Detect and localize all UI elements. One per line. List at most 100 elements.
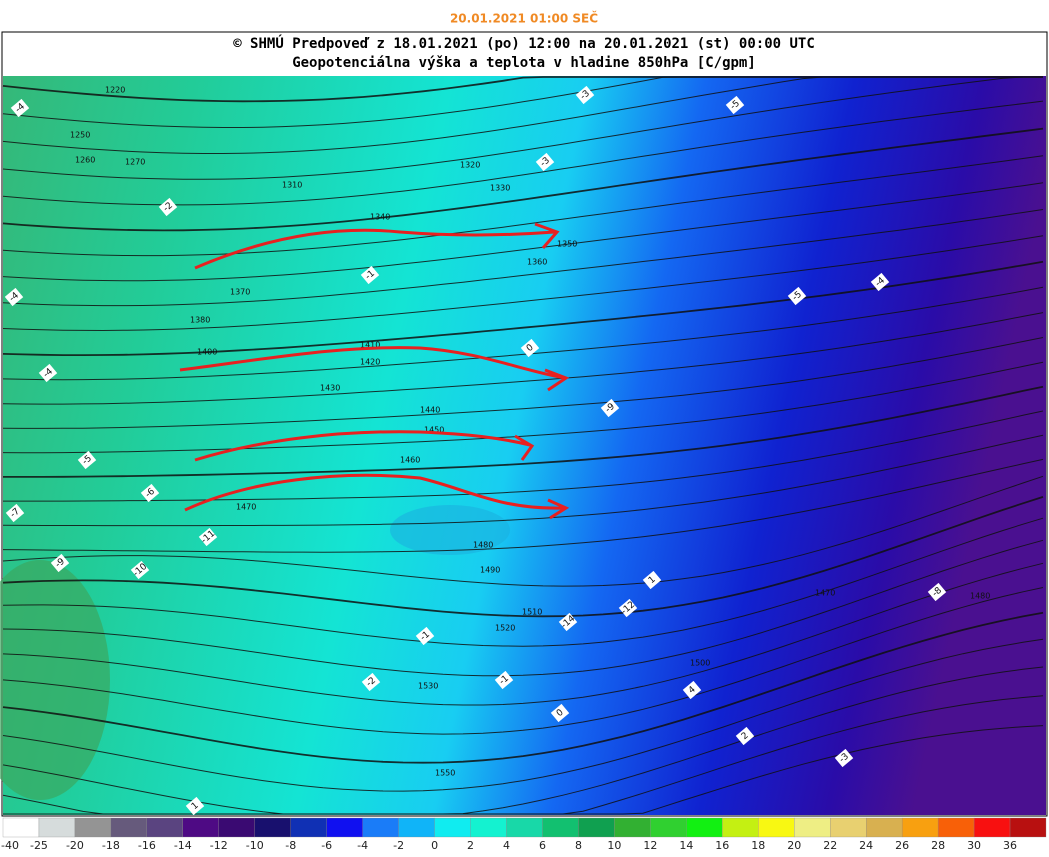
contour-line <box>2 638 1044 792</box>
legend-swatch <box>434 817 471 838</box>
contour-label: 1380 <box>190 316 210 325</box>
legend-swatch <box>38 817 76 838</box>
temperature-label-box <box>520 338 540 358</box>
contour-line <box>2 312 1044 405</box>
temperature-label-box <box>682 680 702 700</box>
temperature-label-box <box>494 670 514 690</box>
legend-label: 14 <box>679 839 693 852</box>
contour-label: 1400 <box>197 348 217 357</box>
timestamp: 20.01.2021 01:00 SEČ <box>450 11 598 26</box>
legend-label: 0 <box>431 839 438 852</box>
legend-swatch <box>470 817 507 838</box>
contour-line <box>2 517 1044 647</box>
legend-label: -18 <box>102 839 120 852</box>
legend-swatch <box>830 817 867 838</box>
contour-label: 1270 <box>125 158 145 167</box>
temperature-label-box <box>550 703 570 723</box>
legend-label: 6 <box>539 839 546 852</box>
contour-line <box>2 434 1044 527</box>
temperature-label-box <box>4 287 24 307</box>
temperature-label-box <box>50 553 70 573</box>
legend-swatch <box>326 817 363 838</box>
legend-label: 2 <box>467 839 474 852</box>
legend-label: 12 <box>643 839 657 852</box>
legend-swatch <box>290 817 327 838</box>
legend-swatch <box>542 817 579 838</box>
contour-line <box>2 127 1044 232</box>
legend-swatch <box>650 817 687 838</box>
temperature-label-box <box>927 582 947 602</box>
legend-label: -6 <box>321 839 332 852</box>
legend-label: -16 <box>138 839 156 852</box>
legend-label: 18 <box>751 839 765 852</box>
contour-label: 1260 <box>75 156 95 165</box>
contour-line <box>2 100 1044 206</box>
legend-label: -10 <box>246 839 264 852</box>
temperature-label-box <box>5 503 25 523</box>
contour-label: 1340 <box>370 213 390 222</box>
contour-line <box>2 587 1044 735</box>
temperature-label-box <box>575 85 595 105</box>
contour-line <box>2 361 1044 454</box>
contour-label: 1360 <box>527 258 547 267</box>
legend-label: 22 <box>823 839 837 852</box>
map-labels: 1220 1250 1260 1270 1310 1320 1330 1340 1350 1360… <box>4 85 990 816</box>
temperature-label-box <box>77 450 97 470</box>
legend-label: -8 <box>285 839 296 852</box>
legend-swatch <box>74 817 112 838</box>
contour-line <box>2 475 1044 587</box>
temperature-label: 1 <box>190 801 201 812</box>
legend-swatch <box>254 817 291 838</box>
legend-label: -25 <box>30 839 48 852</box>
contour-line <box>2 260 1044 356</box>
legend-swatch <box>2 817 40 838</box>
contour-label: 1530 <box>418 682 438 691</box>
contour-line <box>2 539 1044 677</box>
temperature-label-box <box>642 570 662 590</box>
legend-swatch <box>218 817 255 838</box>
contour-label: 1220 <box>105 86 125 95</box>
temperature-label-box <box>158 197 178 217</box>
temperature-label: 4 <box>687 685 698 697</box>
contour-line <box>2 611 1044 764</box>
temperature-label: 2 <box>740 731 751 742</box>
legend-swatch <box>398 817 435 838</box>
temperature-label: 0 <box>555 708 566 720</box>
frame <box>1 31 1048 817</box>
legend: -40 -25 -20 -18 -16 -14 -12 -10 -8 -6 -4 -2 0 2 4 6 8 10 1… <box>1 817 1047 852</box>
contour-label: 1410 <box>360 341 380 350</box>
contour-label: 1480 <box>473 541 493 550</box>
contour-line <box>3 410 1044 502</box>
arrow <box>194 222 560 270</box>
arrow <box>184 473 570 520</box>
contour-line <box>2 666 1044 815</box>
legend-swatch <box>1009 817 1047 838</box>
legend-label: 24 <box>859 839 873 852</box>
temperature-label-box <box>870 272 890 292</box>
legend-label: -14 <box>174 839 192 852</box>
legend-swatch <box>578 817 615 838</box>
temperature-label-box <box>725 95 745 115</box>
subtitle: Geopotenciálna výška a teplota v hladine… <box>292 55 756 71</box>
contour-label: 1510 <box>522 608 542 617</box>
legend-swatch <box>614 817 651 838</box>
contour-line <box>2 182 1044 282</box>
contour-line <box>2 76 1043 154</box>
legend-label: 36 <box>1003 839 1017 852</box>
legend-swatch <box>722 817 759 838</box>
contour-label: 1550 <box>435 769 455 778</box>
legend-label: -40 <box>1 839 19 852</box>
contour-label: 1450 <box>424 426 444 435</box>
temperature-label-box <box>198 527 218 547</box>
legend-swatch <box>758 817 795 838</box>
contour-label: 1350 <box>557 240 577 249</box>
temperature-label-box <box>787 286 807 306</box>
contour-label: 1460 <box>400 456 420 465</box>
contour-line <box>2 209 1044 307</box>
contour-line <box>2 155 1044 257</box>
legend-label: -12 <box>210 839 228 852</box>
legend-label: -20 <box>66 839 84 852</box>
contour-label: 1480 <box>970 592 990 601</box>
temperature-label-box <box>10 98 30 118</box>
legend-swatch <box>146 817 183 838</box>
